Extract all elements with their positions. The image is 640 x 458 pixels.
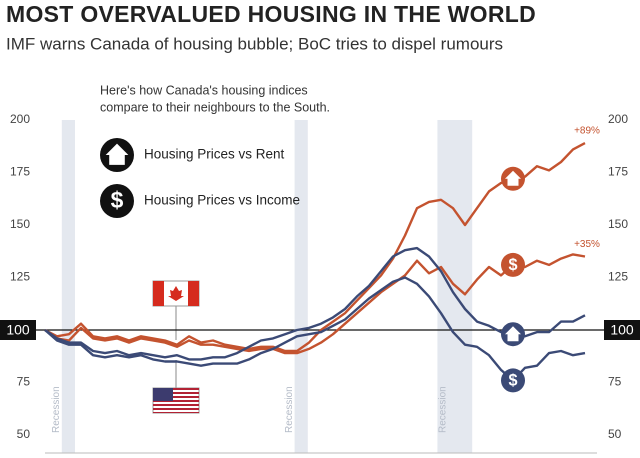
- y-tick-label: 50: [608, 427, 622, 441]
- recession-label: Recession: [51, 386, 62, 433]
- annotation: +89%: [574, 126, 600, 137]
- dollar-icon: $: [508, 372, 517, 390]
- dollar-icon: $: [508, 256, 517, 274]
- baseline-label-box: [604, 320, 640, 340]
- y-tick-label: 200: [608, 112, 628, 126]
- recession-label: Recession: [284, 386, 295, 433]
- y-tick-label: 100: [610, 322, 634, 338]
- y-tick-label: 150: [10, 217, 30, 231]
- note: Here's how Canada's housing indices: [100, 83, 308, 97]
- series-line: [44, 276, 586, 382]
- dollar-icon: $: [111, 187, 124, 213]
- chart-title: MOST OVERVALUED HOUSING IN THE WORLD: [6, 1, 536, 27]
- icon-circle: [501, 252, 525, 277]
- series-line: [44, 142, 586, 353]
- chart-subtitle: IMF warns Canada of housing bubble; BoC …: [6, 34, 503, 53]
- note: compare to their neighbours to the South…: [100, 100, 330, 114]
- recession-band: [294, 120, 308, 453]
- legend-label: Housing Prices vs Income: [144, 193, 300, 208]
- maple-leaf: [168, 286, 184, 301]
- icon-circle: [501, 368, 525, 393]
- us-flag: [152, 360, 200, 414]
- y-tick-label: 175: [10, 165, 30, 179]
- y-tick-label: 50: [17, 427, 31, 441]
- y-tick-label: 125: [608, 270, 628, 284]
- canada-flag: [152, 280, 200, 340]
- flag-canton: [153, 388, 173, 401]
- icon-circle: [100, 184, 134, 218]
- annotation: +35%: [574, 239, 600, 250]
- recession-band: [61, 120, 75, 453]
- baseline-label-box: [0, 320, 36, 340]
- y-tick-label: 125: [10, 270, 30, 284]
- y-tick-label: 75: [17, 375, 31, 389]
- legend-label: Housing Prices vs Rent: [144, 147, 285, 162]
- y-tick-label: 150: [608, 217, 628, 231]
- flag-stripes: [153, 388, 199, 413]
- series-line: [44, 246, 586, 361]
- flag-band: [188, 281, 199, 306]
- y-tick-label: 200: [10, 112, 30, 126]
- house-icon: [505, 170, 521, 186]
- y-tick-label: 100: [6, 322, 30, 338]
- flag-band: [153, 281, 164, 306]
- plot-background: [61, 120, 473, 453]
- recession-label: Recession: [437, 386, 448, 433]
- house-icon: [505, 326, 521, 342]
- house-icon: [105, 143, 129, 165]
- y-tick-label: 75: [608, 375, 622, 389]
- series-line: [44, 253, 586, 355]
- y-tick-label: 175: [608, 165, 628, 179]
